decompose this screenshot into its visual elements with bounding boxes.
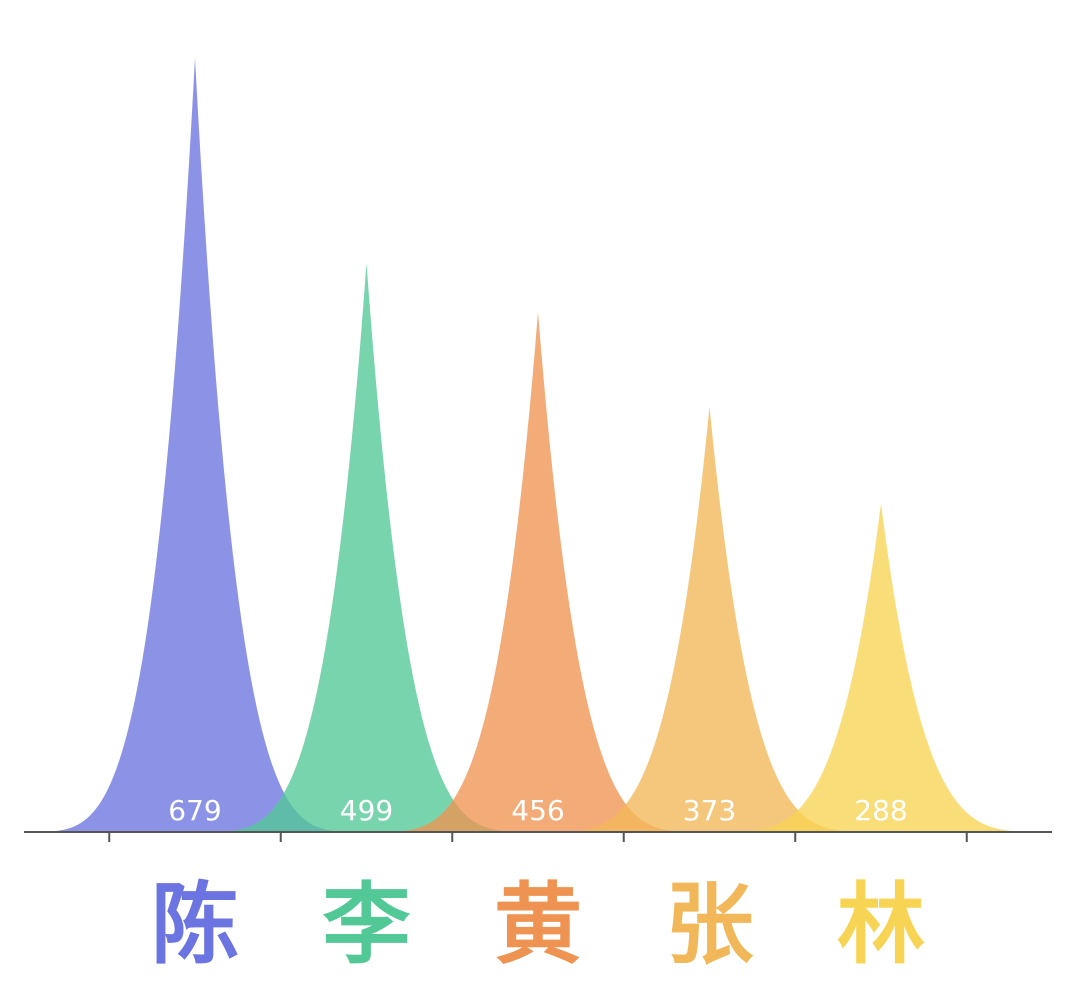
value-label-3: 456 [511, 794, 564, 827]
value-labels-group: 679 499 456 373 288 [168, 794, 907, 827]
x-axis-ticks [108, 832, 968, 842]
value-label-1: 679 [168, 794, 221, 827]
peak-1 [20, 57, 370, 832]
category-label-5: 林 [837, 872, 925, 976]
value-label-5: 288 [854, 794, 907, 827]
category-label-1: 陈 [151, 872, 239, 976]
peaks-group [20, 57, 1056, 832]
peak-3 [363, 312, 713, 832]
category-label-4: 张 [665, 872, 753, 976]
value-label-4: 373 [683, 794, 736, 827]
peak-4 [534, 406, 885, 832]
value-label-2: 499 [340, 794, 393, 827]
category-label-2: 李 [322, 872, 410, 976]
peak-5 [706, 503, 1056, 832]
category-labels-group: 陈李黄张林 [151, 872, 925, 976]
peak-2 [191, 263, 542, 832]
category-label-3: 黄 [494, 872, 582, 976]
